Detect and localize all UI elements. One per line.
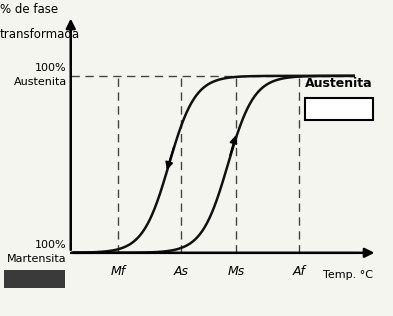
Text: Af: Af bbox=[292, 265, 305, 278]
Text: 100%: 100% bbox=[35, 240, 67, 250]
Text: 100%: 100% bbox=[35, 63, 67, 73]
Text: As: As bbox=[173, 265, 188, 278]
Text: Ms: Ms bbox=[227, 265, 244, 278]
Bar bbox=[305, 98, 373, 120]
Text: transformada: transformada bbox=[0, 28, 80, 41]
Text: Mf: Mf bbox=[110, 265, 125, 278]
Text: Austenita: Austenita bbox=[14, 77, 67, 88]
Bar bbox=[4, 270, 65, 288]
Text: Temp. °C: Temp. °C bbox=[323, 270, 373, 280]
Text: % de fase: % de fase bbox=[0, 3, 58, 16]
Text: Austenita: Austenita bbox=[305, 77, 372, 90]
Text: Martensita: Martensita bbox=[7, 254, 67, 264]
